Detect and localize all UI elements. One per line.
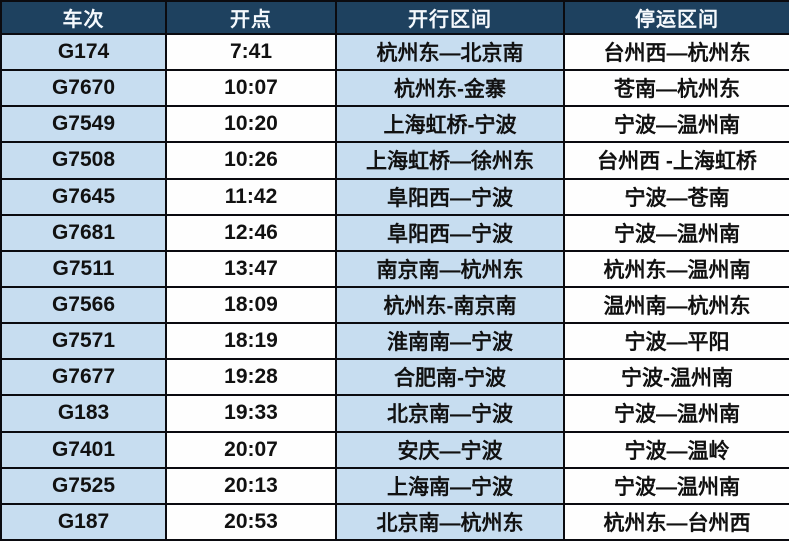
cell-suspended: 温州南—杭州东 [563, 285, 789, 325]
cell-route: 安庆—宁波 [335, 430, 565, 469]
cell-train: G7511 [0, 249, 167, 288]
cell-suspended: 杭州东—温州南 [563, 249, 789, 288]
cell-route: 北京南—宁波 [335, 394, 565, 433]
cell-time: 11:42 [165, 177, 337, 216]
cell-route: 阜阳西—宁波 [335, 177, 565, 216]
cell-suspended: 杭州东—台州西 [563, 502, 789, 541]
cell-train: G7401 [0, 430, 167, 469]
cell-suspended: 台州西 -上海虹桥 [563, 141, 789, 180]
table-row: G7401 20:07 安庆—宁波 宁波—温岭 [0, 430, 789, 469]
cell-train: G7549 [0, 105, 167, 144]
cell-route: 上海虹桥—徐州东 [335, 141, 565, 180]
cell-route: 阜阳西—宁波 [335, 213, 565, 252]
cell-time: 20:13 [165, 466, 337, 505]
column-header-suspended: 停运区间 [563, 0, 789, 35]
header-row: 车次 开点 开行区间 停运区间 [0, 0, 789, 35]
cell-train: G7645 [0, 177, 167, 216]
column-header-route: 开行区间 [335, 0, 565, 35]
cell-time: 7:41 [165, 32, 337, 72]
cell-suspended: 宁波—温州南 [563, 394, 789, 433]
cell-time: 18:09 [165, 285, 337, 325]
cell-suspended: 宁波—平阳 [563, 322, 789, 361]
table-row: G7670 10:07 杭州东-金寨 苍南—杭州东 [0, 69, 789, 108]
cell-time: 10:26 [165, 141, 337, 180]
cell-route: 杭州东-南京南 [335, 285, 565, 325]
table-row: G7511 13:47 南京南—杭州东 杭州东—温州南 [0, 249, 789, 288]
table-row: G7525 20:13 上海南—宁波 宁波—温州南 [0, 466, 789, 505]
table-row: G7571 18:19 淮南南—宁波 宁波—平阳 [0, 322, 789, 361]
cell-train: G187 [0, 502, 167, 541]
cell-suspended: 宁波-温州南 [563, 358, 789, 397]
cell-time: 10:07 [165, 69, 337, 108]
cell-train: G7677 [0, 358, 167, 397]
table-row: G174 7:41 杭州东—北京南 台州西—杭州东 [0, 32, 789, 72]
cell-suspended: 台州西—杭州东 [563, 32, 789, 72]
cell-suspended: 宁波—温州南 [563, 213, 789, 252]
cell-suspended: 宁波—温州南 [563, 105, 789, 144]
cell-route: 北京南—杭州东 [335, 502, 565, 541]
cell-train: G7566 [0, 285, 167, 325]
cell-time: 20:07 [165, 430, 337, 469]
cell-time: 12:46 [165, 213, 337, 252]
cell-suspended: 宁波—苍南 [563, 177, 789, 216]
cell-route: 杭州东—北京南 [335, 32, 565, 72]
column-header-train: 车次 [0, 0, 167, 35]
table-row: G7508 10:26 上海虹桥—徐州东 台州西 -上海虹桥 [0, 141, 789, 180]
table-row: G7645 11:42 阜阳西—宁波 宁波—苍南 [0, 177, 789, 216]
cell-route: 杭州东-金寨 [335, 69, 565, 108]
cell-train: G183 [0, 394, 167, 433]
cell-train: G7508 [0, 141, 167, 180]
cell-route: 上海虹桥-宁波 [335, 105, 565, 144]
cell-route: 南京南—杭州东 [335, 249, 565, 288]
table-row: G7681 12:46 阜阳西—宁波 宁波—温州南 [0, 213, 789, 252]
cell-route: 合肥南-宁波 [335, 358, 565, 397]
cell-suspended: 宁波—温岭 [563, 430, 789, 469]
cell-train: G174 [0, 32, 167, 72]
table-body: G174 7:41 杭州东—北京南 台州西—杭州东 G7670 10:07 杭州东-金寨 苍南… [0, 32, 789, 541]
cell-time: 10:20 [165, 105, 337, 144]
table-row: G7566 18:09 杭州东-南京南 温州南—杭州东 [0, 285, 789, 325]
cell-train: G7571 [0, 322, 167, 361]
cell-train: G7681 [0, 213, 167, 252]
cell-time: 13:47 [165, 249, 337, 288]
column-header-time: 开点 [165, 0, 337, 35]
table-row: G187 20:53 北京南—杭州东 杭州东—台州西 [0, 502, 789, 541]
cell-time: 19:28 [165, 358, 337, 397]
cell-suspended: 苍南—杭州东 [563, 69, 789, 108]
table-row: G7677 19:28 合肥南-宁波 宁波-温州南 [0, 358, 789, 397]
cell-time: 18:19 [165, 322, 337, 361]
cell-time: 19:33 [165, 394, 337, 433]
cell-time: 20:53 [165, 502, 337, 541]
cell-train: G7525 [0, 466, 167, 505]
table-row: G183 19:33 北京南—宁波 宁波—温州南 [0, 394, 789, 433]
cell-train: G7670 [0, 69, 167, 108]
cell-suspended: 宁波—温州南 [563, 466, 789, 505]
cell-route: 淮南南—宁波 [335, 322, 565, 361]
table-row: G7549 10:20 上海虹桥-宁波 宁波—温州南 [0, 105, 789, 144]
cell-route: 上海南—宁波 [335, 466, 565, 505]
